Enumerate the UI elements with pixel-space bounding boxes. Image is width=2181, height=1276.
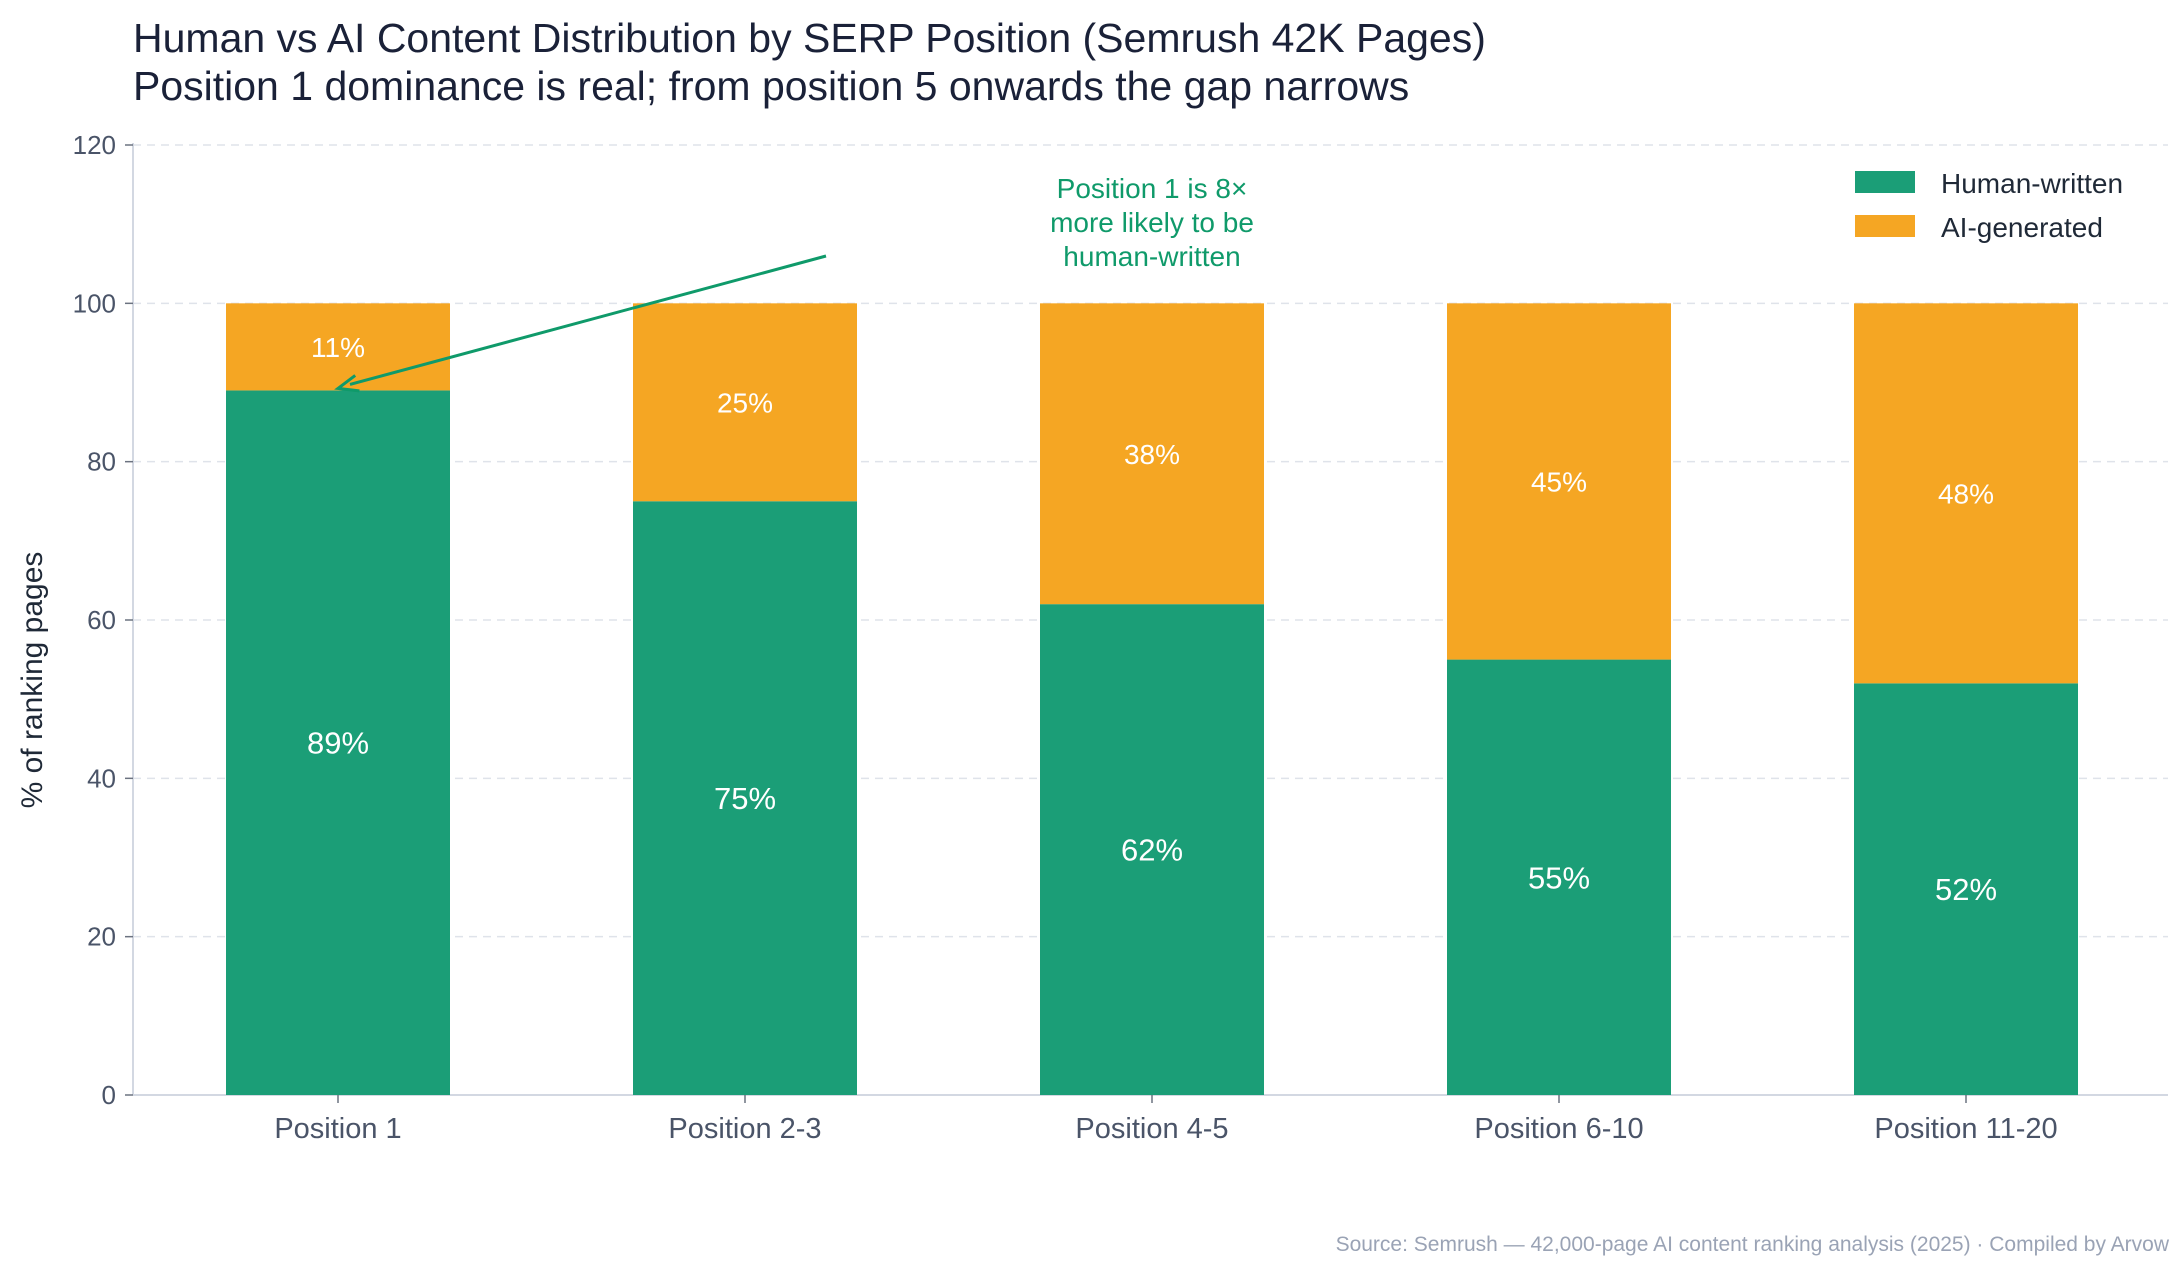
chart-subtitle: Position 1 dominance is real; from posit… [133, 63, 1410, 109]
legend-label: Human-written [1941, 168, 2123, 199]
y-tick-label: 80 [87, 447, 116, 477]
y-tick-label: 0 [102, 1080, 116, 1110]
bar-ai-generated [1854, 303, 2078, 684]
y-tick-label: 120 [73, 130, 116, 160]
y-tick-label: 20 [87, 922, 116, 952]
bar-human-written [226, 390, 450, 1096]
data-label-human: 55% [1528, 860, 1590, 895]
legend-swatch [1855, 171, 1915, 193]
data-label-human: 62% [1121, 833, 1183, 868]
bar-human-written [633, 501, 857, 1095]
bar-human-written [1447, 659, 1671, 1095]
legend-label: AI-generated [1941, 212, 2103, 243]
bar-ai-generated [633, 303, 857, 502]
x-tick-label: Position 4-5 [1075, 1113, 1228, 1145]
source-note: Source: Semrush — 42,000-page AI content… [1335, 1233, 2169, 1256]
data-label-ai: 25% [717, 387, 773, 418]
bar-human-written [1854, 683, 2078, 1095]
annotation-arrow-head [334, 374, 360, 393]
annotation-text: Position 1 is 8× [1057, 173, 1248, 204]
data-label-human: 75% [714, 781, 776, 816]
data-label-ai: 11% [311, 332, 365, 363]
data-label-ai: 38% [1124, 439, 1180, 470]
y-tick-label: 100 [73, 288, 116, 318]
bar-ai-generated [226, 303, 450, 391]
y-tick-label: 40 [87, 763, 116, 793]
y-tick-label: 60 [87, 605, 116, 635]
legend-swatch [1855, 215, 1915, 237]
data-label-human: 89% [307, 726, 369, 761]
annotation-text: human-written [1063, 241, 1240, 272]
x-tick-label: Position 6-10 [1474, 1113, 1643, 1145]
data-label-human: 52% [1935, 872, 1997, 907]
y-axis-label: % of ranking pages [16, 552, 49, 809]
data-label-ai: 45% [1531, 466, 1587, 497]
bar-human-written [1040, 604, 1264, 1095]
chart-title-block: Human vs AI Content Distribution by SERP… [133, 14, 1486, 110]
bar-ai-generated [1040, 303, 1264, 605]
x-tick-label: Position 1 [274, 1113, 401, 1145]
x-tick-label: Position 11-20 [1874, 1113, 2057, 1145]
bar-ai-generated [1447, 303, 1671, 660]
annotation-arrow-line [349, 254, 827, 386]
annotation-text: more likely to be [1050, 207, 1254, 238]
data-label-ai: 48% [1938, 478, 1994, 509]
chart-title: Human vs AI Content Distribution by SERP… [133, 15, 1486, 61]
x-tick-label: Position 2-3 [668, 1113, 821, 1145]
